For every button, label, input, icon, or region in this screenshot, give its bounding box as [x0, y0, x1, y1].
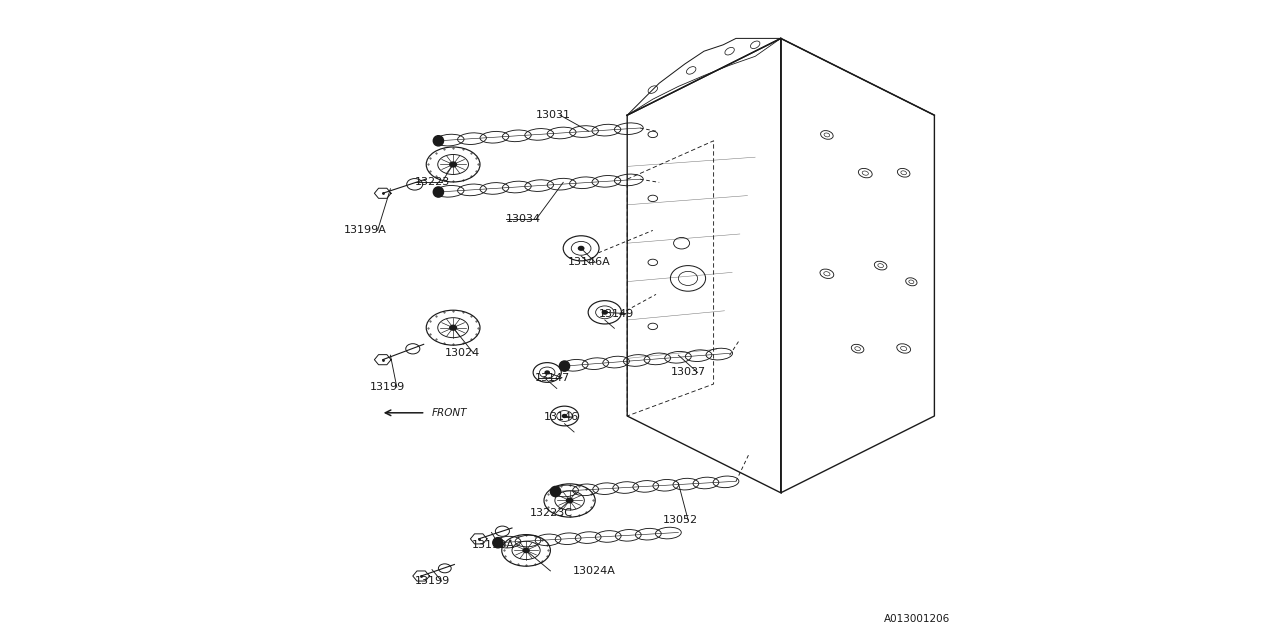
Ellipse shape [562, 415, 567, 417]
Text: 13146A: 13146A [568, 257, 611, 268]
Text: 13146: 13146 [544, 412, 579, 422]
Ellipse shape [579, 246, 584, 250]
Text: 13034: 13034 [506, 214, 540, 224]
Text: 13199: 13199 [415, 576, 451, 586]
Circle shape [433, 136, 444, 146]
Ellipse shape [566, 498, 573, 503]
Ellipse shape [449, 325, 457, 330]
Circle shape [493, 538, 503, 548]
Ellipse shape [449, 162, 457, 167]
Circle shape [433, 187, 444, 197]
Text: A013001206: A013001206 [884, 614, 950, 624]
Text: 13031: 13031 [536, 110, 571, 120]
Text: 13223: 13223 [415, 177, 451, 188]
Ellipse shape [603, 310, 607, 314]
Circle shape [559, 361, 570, 371]
Text: 13052: 13052 [663, 515, 698, 525]
Text: 13147: 13147 [535, 372, 570, 383]
Ellipse shape [524, 548, 529, 552]
Circle shape [550, 486, 561, 497]
Text: 13024: 13024 [445, 348, 480, 358]
Text: 13199A: 13199A [472, 540, 515, 550]
Text: 13149: 13149 [599, 308, 634, 319]
Text: 13199A: 13199A [344, 225, 387, 236]
Text: 13199: 13199 [370, 382, 406, 392]
Text: 13024A: 13024A [573, 566, 616, 576]
Text: 13223C: 13223C [530, 508, 573, 518]
Text: 13037: 13037 [671, 367, 705, 378]
Text: FRONT: FRONT [433, 408, 467, 418]
Ellipse shape [545, 371, 549, 374]
